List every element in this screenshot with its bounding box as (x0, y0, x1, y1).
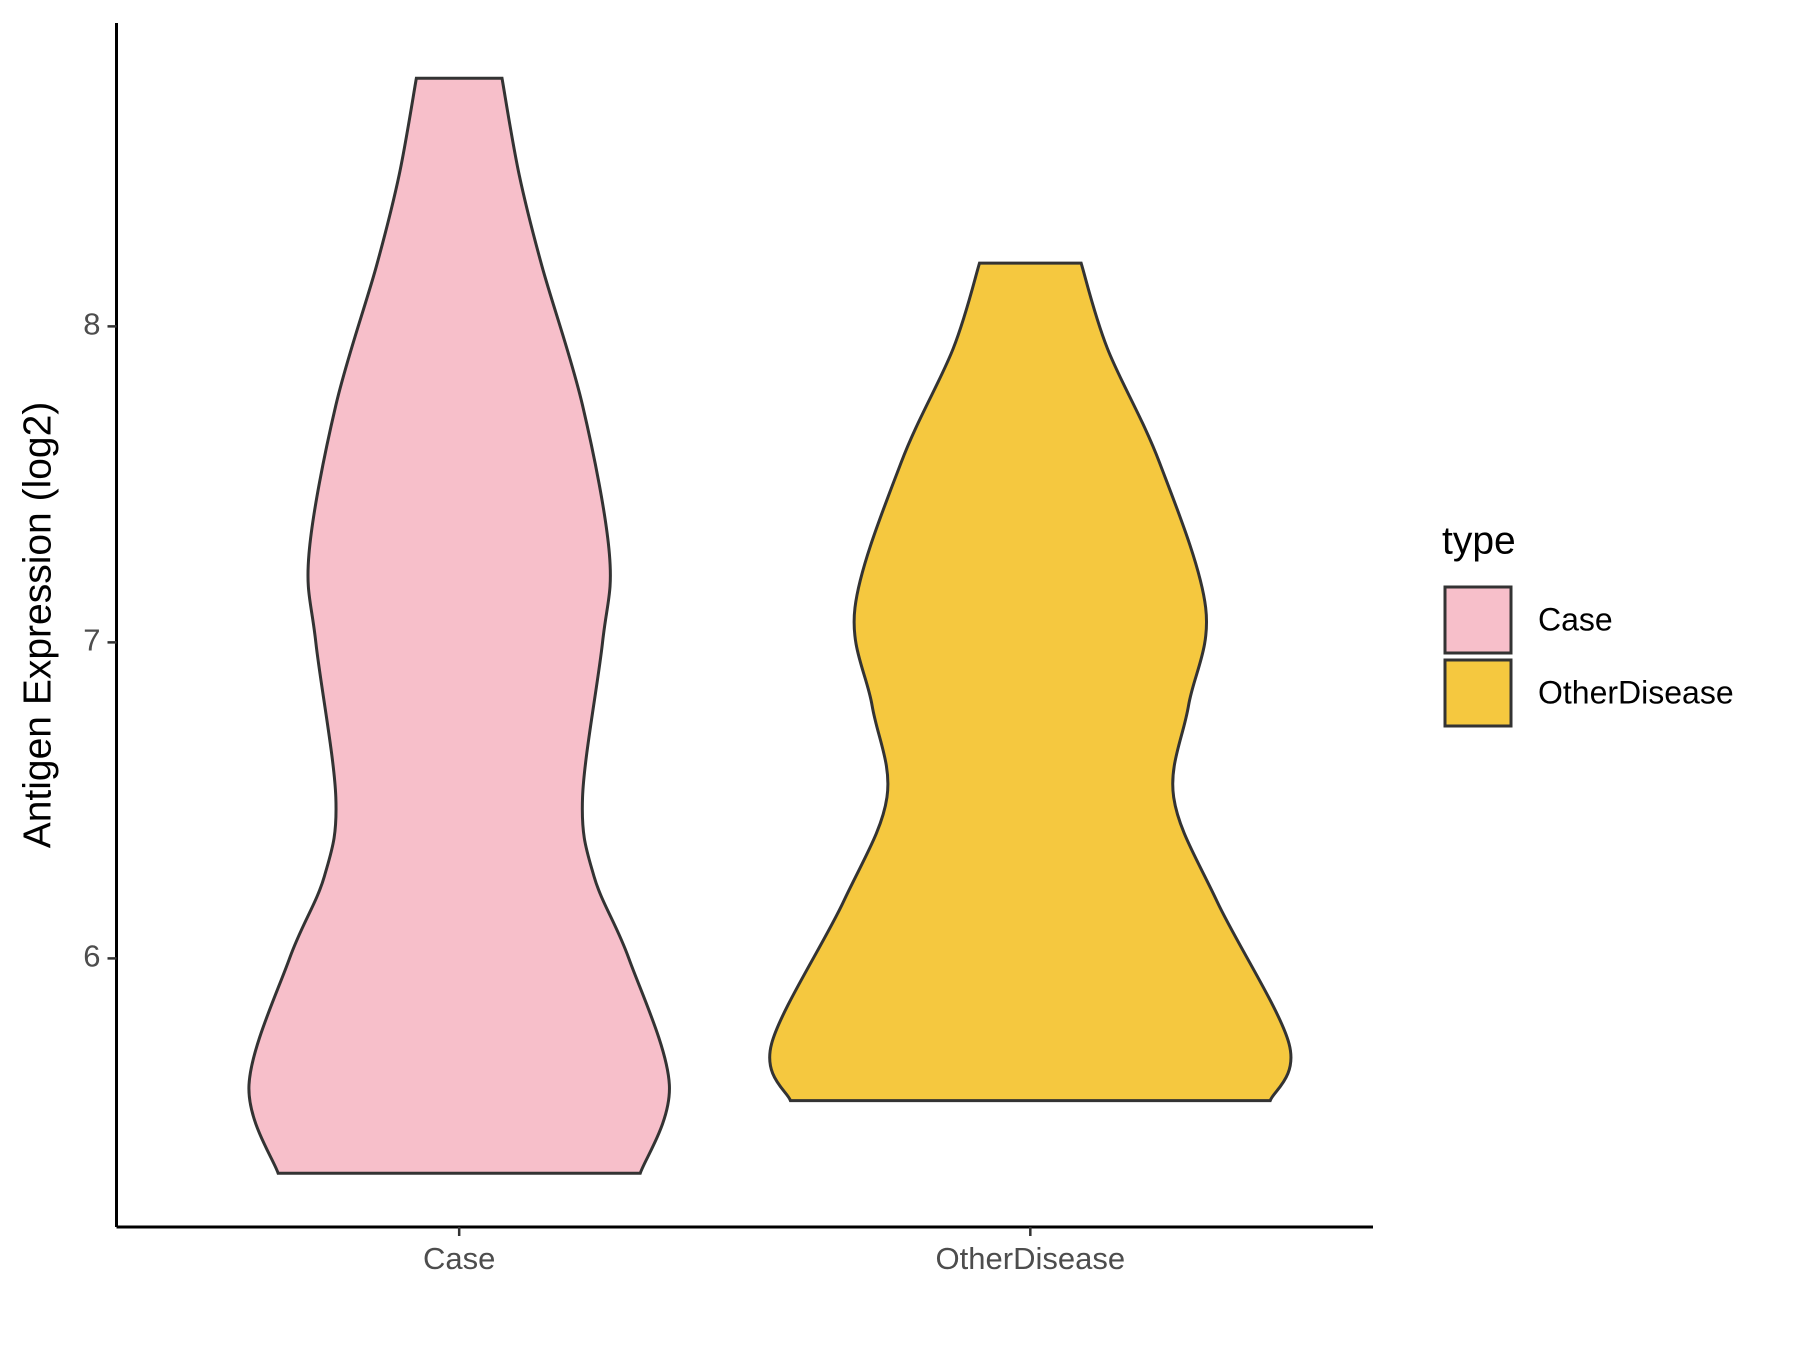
y-tick-label: 6 (83, 939, 100, 974)
violin (247, 76, 671, 1175)
legend-label: Case (1538, 601, 1613, 637)
y-axis-title: Antigen Expression (log2) (16, 402, 59, 849)
y-tick-label: 7 (83, 623, 100, 658)
legend-key (1443, 658, 1513, 728)
legend-key (1443, 585, 1513, 655)
y-tick-label: 8 (83, 307, 100, 342)
legend-label: OtherDisease (1538, 674, 1734, 710)
violin (768, 261, 1293, 1103)
x-tick-label: OtherDisease (936, 1241, 1126, 1276)
x-tick-label: Case (423, 1241, 495, 1276)
legend-title: type (1442, 519, 1516, 562)
